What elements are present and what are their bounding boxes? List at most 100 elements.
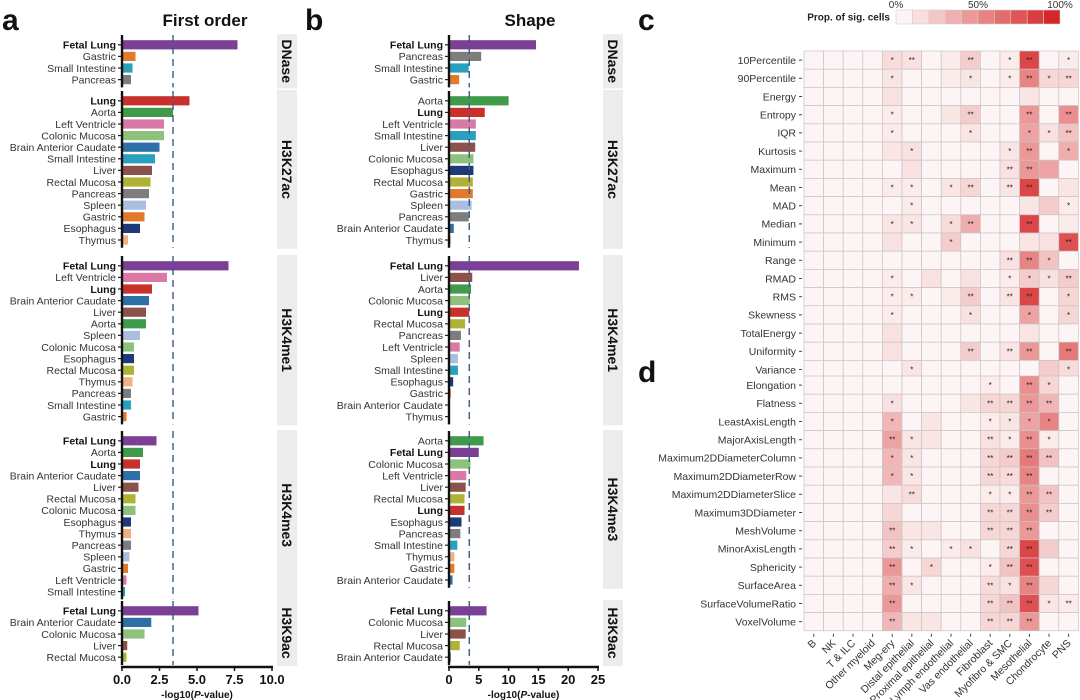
category-label: Brain Anterior Caudate: [10, 617, 116, 629]
heatmap-cell: [1058, 87, 1079, 106]
significance-mark: *: [891, 472, 894, 481]
heatmap-cell: [803, 196, 824, 216]
significance-mark: **: [1026, 147, 1032, 156]
facet-strip: [277, 90, 297, 249]
row-label: Variance: [755, 364, 796, 376]
bar: [122, 307, 146, 317]
row-label: Maximum3DDiameter: [694, 507, 796, 519]
heatmap-cell: [1058, 323, 1079, 343]
bar: [122, 154, 155, 164]
heatmap-cell: [842, 87, 864, 106]
heatmap-cell: [1038, 141, 1060, 161]
heatmap-cell: [882, 196, 903, 216]
significance-mark: **: [967, 56, 973, 65]
bar: [122, 563, 128, 573]
facet-strip: [603, 90, 623, 249]
bar: [449, 261, 579, 271]
bar: [449, 96, 509, 106]
significance-mark: **: [1026, 545, 1032, 554]
significance-mark: **: [889, 545, 895, 554]
heatmap-cell: [862, 68, 883, 88]
heatmap-cell: [862, 521, 883, 541]
heatmap-cell: [862, 159, 883, 179]
heatmap-cell: [1058, 503, 1079, 522]
category-label: Pancreas: [72, 540, 116, 552]
heatmap-cell: [999, 323, 1020, 343]
heatmap-cell: [862, 323, 883, 343]
heatmap-cell: [901, 557, 922, 577]
heatmap-cell: [1038, 214, 1060, 234]
panel-label: d: [638, 356, 656, 389]
heatmap-cell: [940, 484, 962, 504]
heatmap-cell: [921, 412, 942, 431]
heatmap-cell: [882, 323, 903, 343]
category-label: Lung: [417, 307, 443, 319]
heatmap-cell: [940, 250, 962, 270]
bar: [449, 63, 469, 73]
heatmap-cell: [823, 287, 844, 307]
heatmap-cell: [803, 323, 824, 343]
category-label: Aorta: [418, 96, 443, 108]
heatmap-cell: [823, 521, 844, 541]
legend-swatch: [961, 9, 979, 25]
bar: [122, 377, 133, 387]
heatmap-cell: [842, 196, 864, 216]
bar: [449, 505, 465, 515]
heatmap-cell: [1058, 521, 1079, 541]
heatmap-cell: [823, 323, 844, 343]
significance-mark: *: [1067, 202, 1070, 211]
facet-strip: [603, 430, 623, 589]
heatmap-cell: [862, 141, 883, 161]
category-label: Fetal Lung: [63, 261, 116, 273]
significance-mark: **: [1026, 618, 1032, 627]
category-label: Esophagus: [390, 377, 443, 389]
category-label: Thymus: [79, 235, 116, 247]
significance-mark: *: [891, 399, 894, 408]
heatmap-row: Elongation * ** *: [746, 375, 1079, 395]
bar: [449, 200, 472, 210]
heatmap-row: Entropy * ** ** **: [760, 105, 1079, 125]
significance-mark: **: [1007, 563, 1013, 572]
heatmap-cell: [921, 484, 942, 504]
bar: [122, 529, 131, 539]
heatmap-cell: [842, 466, 864, 486]
heatmap-row: 10Percentile * ** ** * ** *: [738, 50, 1079, 70]
heatmap-cell: [823, 87, 844, 106]
significance-mark: **: [1065, 111, 1071, 120]
significance-mark: **: [889, 563, 895, 572]
heatmap-cell: [960, 250, 981, 270]
heatmap-row: MajorAxisLength ** * ** * ** *: [718, 430, 1079, 450]
heatmap-cell: [803, 87, 824, 106]
significance-mark: *: [1028, 275, 1031, 284]
heatmap-cell: [842, 123, 864, 143]
panel-label: c: [638, 4, 655, 37]
heatmap-cell: [842, 178, 864, 197]
significance-mark: *: [910, 436, 913, 445]
heatmap-cell: [980, 87, 1001, 106]
bar: [122, 223, 140, 233]
heatmap-cell: [921, 178, 942, 197]
significance-mark: **: [967, 111, 973, 120]
category-label: Fetal Lung: [63, 606, 116, 618]
category-label: Brain Anterior Caudate: [10, 295, 116, 307]
significance-mark: *: [969, 129, 972, 138]
significance-mark: **: [1026, 165, 1032, 174]
row-label: TotalEnergy: [741, 328, 797, 340]
significance-mark: **: [1007, 184, 1013, 193]
heatmap-cell: [999, 305, 1020, 325]
category-label: Rectal Mucosa: [47, 652, 117, 664]
heatmap-cell: [901, 412, 922, 431]
heatmap-cell: [999, 196, 1020, 216]
heatmap-cell: [980, 287, 1001, 307]
bar: [449, 319, 466, 329]
significance-mark: *: [910, 202, 913, 211]
facet-strip-label: H3K4me1: [279, 308, 295, 372]
bar: [122, 330, 140, 340]
panel-label: a: [2, 4, 19, 37]
heatmap-cell: [862, 612, 883, 632]
row-label: Mean: [770, 182, 796, 194]
category-label: Rectal Mucosa: [47, 494, 117, 506]
heatmap-cell: [921, 575, 942, 595]
facet-strip-label: H3K27ac: [605, 140, 621, 199]
category-label: Pancreas: [399, 212, 443, 224]
